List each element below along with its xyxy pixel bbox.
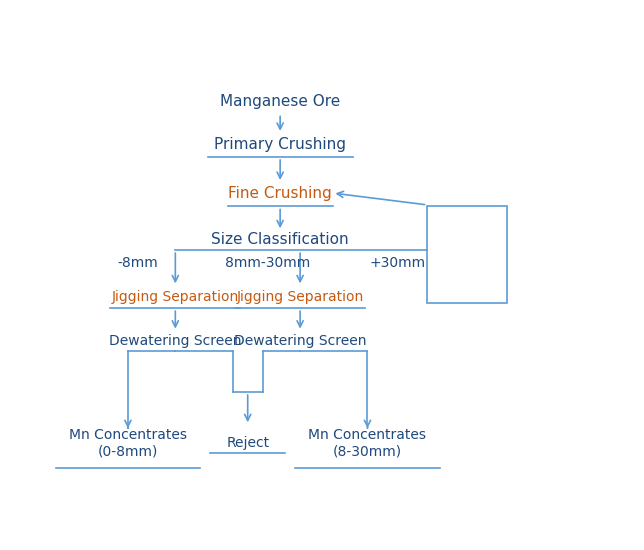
Text: Manganese Ore: Manganese Ore — [220, 95, 340, 109]
Text: +30mm: +30mm — [370, 256, 426, 270]
Bar — [428, 206, 507, 303]
Text: 8mm-30mm: 8mm-30mm — [225, 256, 310, 270]
Text: Mn Concentrates
(0-8mm): Mn Concentrates (0-8mm) — [69, 428, 187, 458]
Text: Primary Crushing: Primary Crushing — [214, 137, 346, 152]
Text: Dewatering Screen: Dewatering Screen — [109, 334, 242, 348]
Text: Fine Crushing: Fine Crushing — [228, 185, 332, 201]
Text: Dewatering Screen: Dewatering Screen — [234, 334, 366, 348]
Text: Size Classification: Size Classification — [211, 232, 349, 247]
Text: Mn Concentrates
(8-30mm): Mn Concentrates (8-30mm) — [308, 428, 426, 458]
Text: Jigging Separation: Jigging Separation — [111, 290, 239, 304]
Text: Reject: Reject — [226, 436, 269, 450]
Text: Jigging Separation: Jigging Separation — [236, 290, 364, 304]
Text: -8mm: -8mm — [117, 256, 158, 270]
